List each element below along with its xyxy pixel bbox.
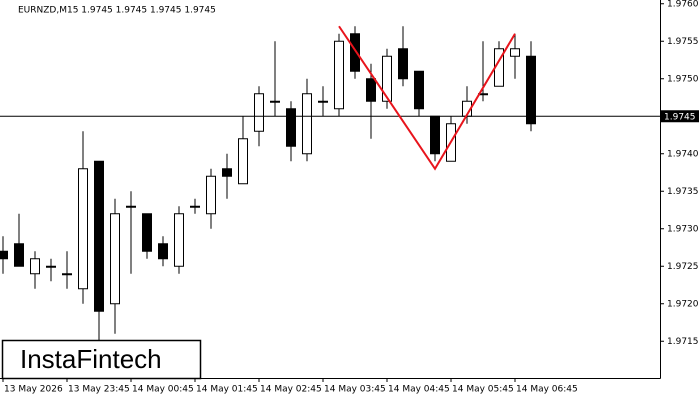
candle-body bbox=[254, 93, 264, 132]
candle-body bbox=[62, 273, 72, 276]
y-tick-label: 1.9755 bbox=[667, 37, 699, 47]
x-tick-label: 14 May 04:45 bbox=[388, 385, 450, 395]
candle-body bbox=[158, 243, 168, 260]
candle-body bbox=[206, 175, 216, 215]
y-tick-label: 1.9730 bbox=[667, 224, 699, 234]
x-tick-label: 14 May 00:45 bbox=[132, 385, 194, 395]
y-tick-label: 1.9740 bbox=[667, 149, 699, 159]
candle-body bbox=[174, 213, 184, 267]
candle-body bbox=[430, 115, 440, 155]
y-tick-label: 1.9715 bbox=[667, 337, 699, 347]
current-price-box bbox=[661, 110, 699, 123]
candle-body bbox=[334, 40, 344, 110]
x-tick-label: 14 May 01:45 bbox=[196, 385, 258, 395]
candle-body bbox=[126, 205, 136, 208]
candle-body bbox=[110, 213, 120, 305]
candle-body bbox=[382, 55, 392, 102]
y-tick-label: 1.9750 bbox=[667, 74, 699, 84]
candle-body bbox=[366, 78, 376, 102]
candle-body bbox=[270, 100, 280, 103]
x-tick-label: 14 May 05:45 bbox=[452, 385, 514, 395]
watermark: InstaFintech bbox=[20, 344, 162, 374]
candle-body bbox=[222, 168, 232, 177]
candle-body bbox=[30, 258, 40, 275]
watermark-box bbox=[1, 339, 202, 380]
candle-body bbox=[318, 100, 328, 103]
candle-body bbox=[94, 160, 104, 312]
chart-header: EURNZD,M15 1.9745 1.9745 1.9745 1.9745 bbox=[18, 6, 216, 16]
y-tick-label: 1.9720 bbox=[667, 299, 699, 309]
candle-body bbox=[190, 205, 200, 208]
candle-body bbox=[142, 213, 152, 252]
x-tick-label: 13 May 23:45 bbox=[68, 385, 130, 395]
x-tick-label: 14 May 02:45 bbox=[260, 385, 322, 395]
x-tick-label: 14 May 03:45 bbox=[324, 385, 386, 395]
candle-body bbox=[78, 168, 88, 290]
pattern-line bbox=[338, 25, 516, 171]
current-price-label: 1.9745 bbox=[664, 112, 696, 122]
x-tick-label: 14 May 06:45 bbox=[516, 385, 578, 395]
candle-body bbox=[526, 55, 536, 125]
candle-body bbox=[414, 70, 424, 110]
candle-body bbox=[238, 138, 248, 185]
y-tick-label: 1.9735 bbox=[667, 187, 699, 197]
candle-body bbox=[46, 265, 56, 268]
candle-body bbox=[302, 93, 312, 155]
candle-body bbox=[398, 48, 408, 80]
y-tick-label: 1.9760 bbox=[667, 0, 699, 9]
candle-body bbox=[14, 243, 24, 267]
candle-body bbox=[350, 33, 360, 72]
candle-body bbox=[510, 48, 520, 57]
candle-body bbox=[0, 250, 8, 260]
candle-body bbox=[286, 108, 296, 147]
x-tick-label: 13 May 2026 bbox=[4, 385, 63, 395]
y-tick-label: 1.9725 bbox=[667, 262, 699, 272]
